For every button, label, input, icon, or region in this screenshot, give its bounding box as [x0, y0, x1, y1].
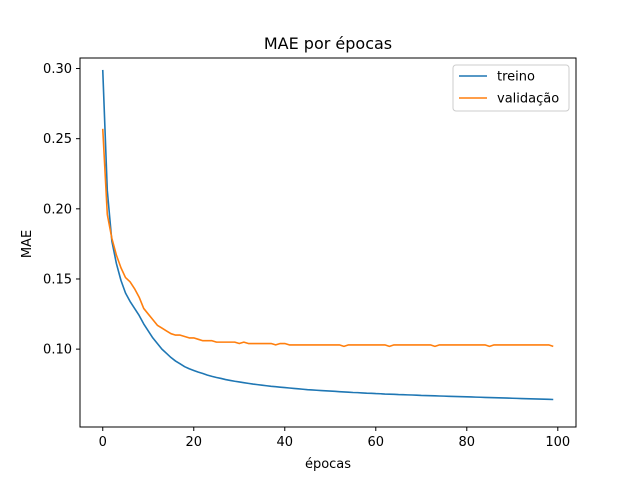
x-tick-label-40: 40 [276, 435, 293, 450]
y-tick-label-0.30: 0.30 [43, 62, 72, 77]
x-axis-label: épocas [305, 457, 351, 472]
plot-area: 0 20 40 60 80 100 0.10 0.15 0.20 0.25 0.30 [43, 57, 577, 450]
y-tick-label-0.15: 0.15 [43, 272, 72, 287]
y-tick-label-0.20: 0.20 [43, 202, 72, 217]
x-tick-label-60: 60 [368, 435, 385, 450]
y-tick-label-0.25: 0.25 [43, 132, 72, 147]
x-tick-label-0: 0 [99, 435, 107, 450]
x-tick-label-20: 20 [185, 435, 202, 450]
series-line-0 [101, 69, 554, 401]
legend: treino validação [452, 64, 570, 112]
x-tick-label-100: 100 [545, 435, 570, 450]
y-tick-label-0.10: 0.10 [43, 343, 72, 358]
x-tick-label-80: 80 [459, 435, 476, 450]
y-axis-label: MAE [20, 230, 35, 258]
legend-label-1: validação [497, 92, 559, 107]
legend-label-0: treino [497, 70, 535, 85]
axes-frame [79, 57, 577, 428]
chart-title: MAE por épocas [264, 34, 392, 53]
series-line-1 [101, 128, 554, 348]
